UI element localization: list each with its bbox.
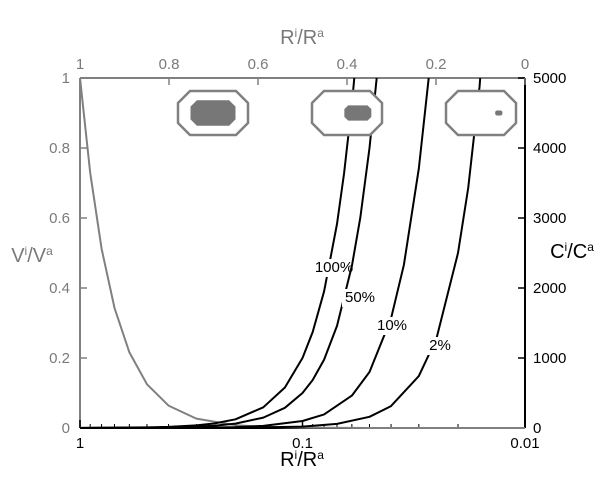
top-tick-label: 0.8 — [159, 56, 180, 73]
bottom-axis-title-label-main: R — [280, 449, 294, 471]
top-axis-title-label-sup1: i — [295, 26, 298, 40]
left-tick-label: 0.2 — [49, 350, 70, 367]
right-axis-title: Ci/Ca — [550, 240, 594, 263]
series-label-bg — [374, 317, 410, 335]
right-tick-label: 0 — [533, 420, 541, 437]
bottom-axis-title-label-sup2: a — [317, 448, 324, 462]
series-label-bg — [422, 337, 458, 355]
bottom-axis-title: Ri/Ra — [280, 448, 324, 471]
right-tick-label: 5000 — [533, 70, 566, 87]
right-tick-label: 1000 — [533, 350, 566, 367]
octagon-fill-icon — [495, 110, 503, 116]
top-tick-label: 0 — [521, 56, 529, 73]
octagon-fill-icon — [190, 100, 236, 126]
series-line-4 — [80, 77, 482, 429]
bottom-axis-title-label-sup1: i — [295, 448, 298, 462]
right-axis-title-label-main: C — [550, 241, 564, 263]
octagon-frame-icon — [444, 89, 518, 137]
top-tick-label: 1 — [76, 56, 84, 73]
top-axis-title-label-main: R — [280, 27, 294, 49]
octagon-fill-icon — [344, 105, 372, 121]
bottom-axis-title-label-mid: /R — [297, 449, 317, 471]
left-tick-label: 0.4 — [49, 280, 70, 297]
top-axis-title-label-mid: /R — [297, 27, 317, 49]
bottom-tick-label: 1 — [76, 435, 84, 452]
top-tick-label: 0.6 — [248, 56, 269, 73]
top-axis-title-label-sup2: a — [317, 26, 324, 40]
series-label: 100% — [315, 259, 353, 276]
series-label-bg — [316, 259, 352, 277]
right-axis-title-label-mid: /C — [567, 241, 587, 263]
top-axis-title: Ri/Ra — [280, 26, 324, 49]
bottom-tick-label: 0.01 — [510, 435, 539, 452]
left-axis-title-label-sup2: a — [46, 244, 53, 258]
series-line-3 — [79, 77, 430, 429]
bottom-tick-label: 0.1 — [292, 435, 313, 452]
right-axis-title-label-sup1: i — [565, 240, 568, 254]
top-tick-label: 0.4 — [337, 56, 358, 73]
left-tick-label: 0.6 — [49, 210, 70, 227]
left-axis-title: Vi/Va — [11, 244, 53, 267]
series-label: 2% — [429, 337, 451, 354]
right-tick-label: 2000 — [533, 280, 566, 297]
right-tick-label: 3000 — [533, 210, 566, 227]
series-label: 50% — [345, 289, 375, 306]
series-label-bg — [342, 289, 378, 307]
left-axis-title-label-sup1: i — [25, 244, 28, 258]
left-axis-title-label-mid: /V — [27, 245, 47, 267]
left-axis-title-label-main: V — [11, 245, 25, 267]
series-label: 10% — [377, 317, 407, 334]
right-tick-label: 4000 — [533, 140, 566, 157]
right-axis-title-label-sup2: a — [587, 240, 594, 254]
left-tick-label: 0 — [62, 420, 70, 437]
left-tick-label: 0.8 — [49, 140, 70, 157]
left-tick-label: 1 — [62, 70, 70, 87]
top-tick-label: 0.2 — [426, 56, 447, 73]
